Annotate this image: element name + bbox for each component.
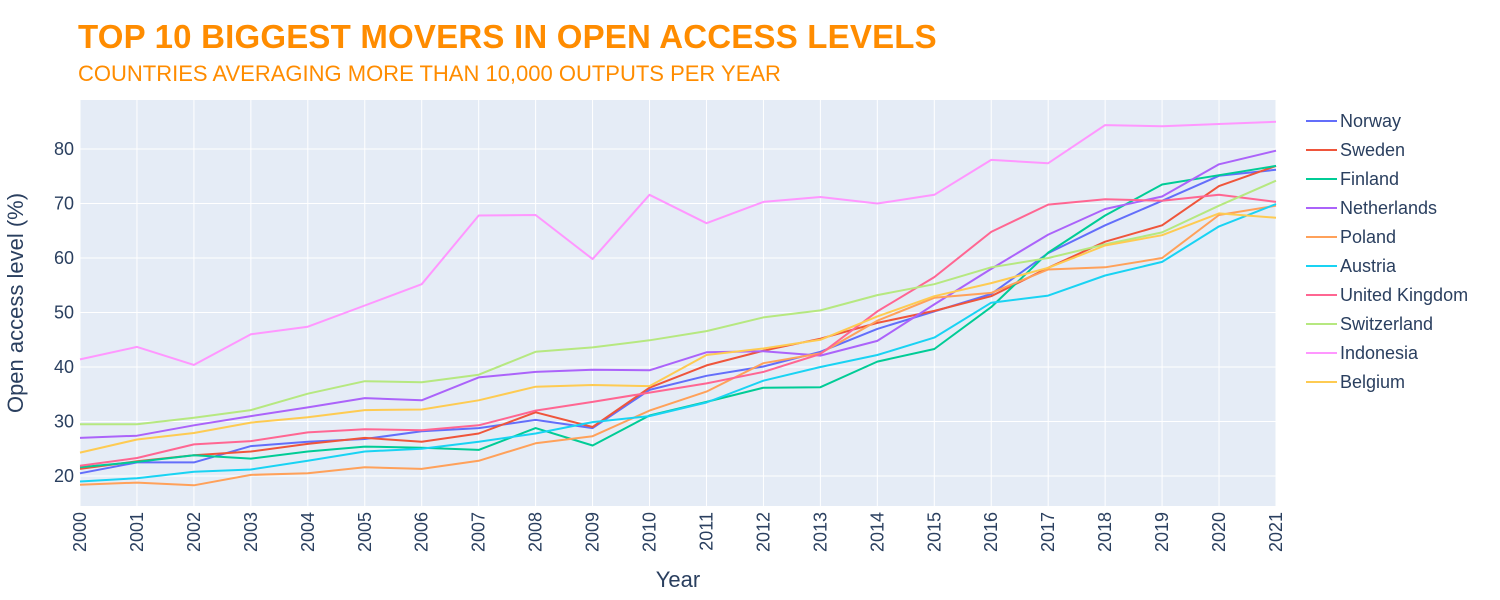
legend-label: Austria: [1340, 256, 1397, 276]
legend-item-austria[interactable]: Austria: [1306, 256, 1397, 276]
series-line-indonesia: [79, 120, 1277, 366]
y-tick-label: 50: [54, 303, 74, 323]
x-tick-label: 2009: [583, 512, 603, 552]
legend-label: Finland: [1340, 169, 1399, 189]
x-axis-title: Year: [656, 567, 700, 592]
y-axis-ticks: 20 30 40 50 60 70 80: [54, 139, 74, 486]
x-tick-label: 2010: [640, 512, 660, 552]
legend-label: Netherlands: [1340, 198, 1437, 218]
series-line-austria: [79, 203, 1277, 483]
x-tick-label: 2019: [1152, 512, 1172, 552]
series-line-switzerland: [80, 179, 1277, 426]
x-tick-label: 2008: [526, 512, 546, 552]
legend[interactable]: Norway Sweden Finland Netherlands Poland Aust…: [1306, 111, 1468, 392]
series-line-united-kingdom: [79, 193, 1277, 467]
x-tick-label: 2005: [355, 512, 375, 552]
x-tick-label: 2021: [1266, 512, 1286, 552]
chart-subtitle: COUNTRIES AVERAGING MORE THAN 10,000 OUT…: [78, 61, 781, 86]
y-tick-label: 70: [54, 194, 74, 214]
legend-label: Sweden: [1340, 140, 1405, 160]
legend-item-netherlands[interactable]: Netherlands: [1306, 198, 1437, 218]
y-tick-label: 20: [54, 466, 74, 486]
y-tick-label: 80: [54, 139, 74, 159]
legend-item-belgium[interactable]: Belgium: [1306, 372, 1405, 392]
legend-label: Norway: [1340, 111, 1401, 131]
legend-item-poland[interactable]: Poland: [1306, 227, 1396, 247]
gridlines: [79, 100, 1277, 506]
x-tick-label: 2020: [1209, 512, 1229, 552]
plot-area: [80, 100, 1276, 506]
legend-item-norway[interactable]: Norway: [1306, 111, 1401, 131]
x-tick-label: 2017: [1038, 512, 1058, 552]
x-tick-label: 2015: [924, 512, 944, 552]
x-tick-label: 2012: [753, 512, 773, 552]
series-line-poland: [79, 204, 1277, 487]
x-tick-label: 2002: [184, 512, 204, 552]
legend-label: United Kingdom: [1340, 285, 1468, 305]
x-tick-label: 2004: [298, 512, 318, 552]
x-axis-ticks: 2000 2001 2002 2003 2004 2005 2006 2007 2008 2009…: [70, 512, 1286, 552]
x-tick-label: 2018: [1095, 512, 1115, 552]
y-tick-label: 40: [54, 357, 74, 377]
x-tick-label: 2011: [696, 512, 716, 551]
legend-label: Indonesia: [1340, 343, 1419, 363]
y-tick-label: 30: [54, 412, 74, 432]
x-tick-label: 2000: [70, 512, 90, 552]
x-tick-label: 2013: [810, 512, 830, 552]
legend-item-finland[interactable]: Finland: [1306, 169, 1399, 189]
series-line-netherlands: [79, 149, 1277, 439]
series-line-norway: [79, 168, 1277, 475]
x-tick-label: 2006: [412, 512, 432, 552]
legend-label: Belgium: [1340, 372, 1405, 392]
x-tick-label: 2014: [867, 512, 887, 552]
x-tick-label: 2007: [469, 512, 489, 552]
series-line-sweden: [79, 164, 1277, 470]
legend-item-united-kingdom[interactable]: United Kingdom: [1306, 285, 1468, 305]
x-tick-label: 2016: [981, 512, 1001, 552]
chart-title: TOP 10 BIGGEST MOVERS IN OPEN ACCESS LEV…: [78, 18, 937, 55]
x-tick-label: 2001: [127, 512, 147, 552]
y-axis-title: Open access level (%): [3, 193, 28, 413]
y-tick-label: 60: [54, 248, 74, 268]
series-lines: [79, 120, 1277, 487]
legend-item-sweden[interactable]: Sweden: [1306, 140, 1405, 160]
legend-label: Switzerland: [1340, 314, 1433, 334]
series-line-belgium: [79, 212, 1277, 454]
legend-item-switzerland[interactable]: Switzerland: [1306, 314, 1433, 334]
legend-item-indonesia[interactable]: Indonesia: [1306, 343, 1419, 363]
legend-label: Poland: [1340, 227, 1396, 247]
x-tick-label: 2003: [241, 512, 261, 552]
